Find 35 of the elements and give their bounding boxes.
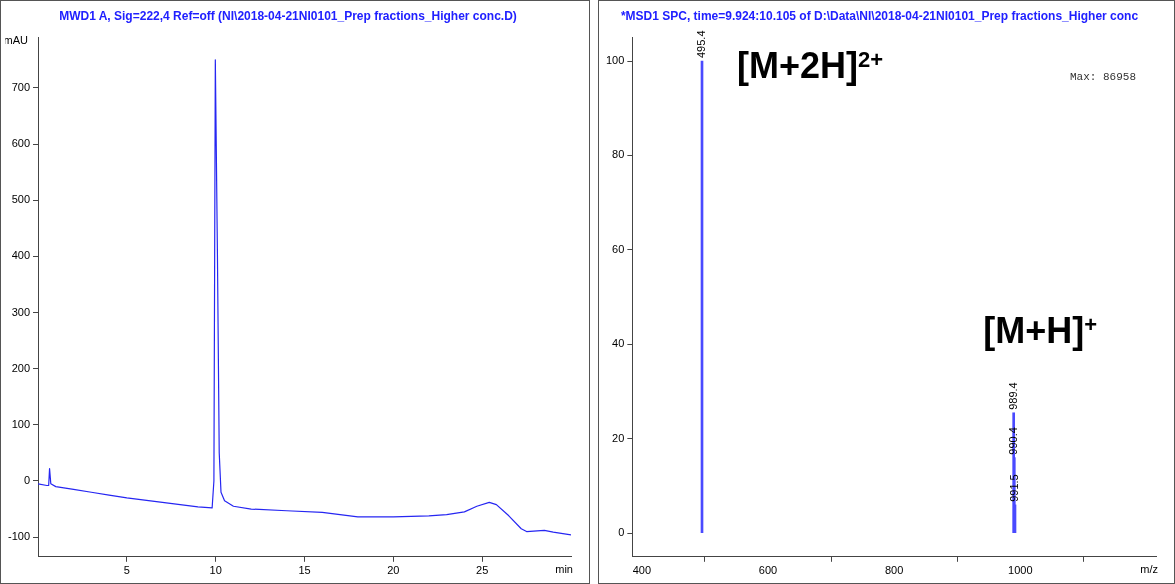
y-tick-label: 100 (605, 54, 625, 67)
chart-title: MWD1 A, Sig=222,4 Ref=off (NI\2018-04-21NI0101_Prep fractions_Higher conc.D) (59, 8, 517, 23)
x-tick-label: 400 (632, 564, 651, 577)
y-tick-label: 300 (11, 305, 31, 318)
y-axis-title: mAU (3, 34, 29, 47)
y-tick-label: 80 (612, 148, 625, 161)
y-tick-label: 100 (11, 417, 31, 430)
annotation: 495.4 (695, 30, 708, 59)
annotation: 989.4 (1006, 382, 1019, 410)
x-axis-title: m/z (1140, 563, 1158, 576)
x-tick-label: 15 (298, 564, 311, 577)
y-tick-label: 500 (11, 193, 31, 206)
annotation: Max: 86958 (1069, 71, 1136, 84)
x-tick-label: 600 (758, 564, 778, 577)
x-axis-title: min (555, 563, 573, 576)
x-tick-label: 1000 (1008, 564, 1033, 577)
y-tick-label: 0 (618, 526, 625, 539)
x-tick-label: 10 (209, 564, 222, 577)
y-tick-label: 700 (11, 80, 31, 93)
y-tick-label: -100 (7, 530, 31, 543)
y-tick-label: 400 (11, 249, 31, 262)
chart-title: *MSD1 SPC, time=9.924:10.105 of D:\Data\NI\2018-04-21NI0101_Prep fractions_Higher conc (620, 8, 1139, 23)
y-tick-label: 20 (612, 431, 625, 444)
y-tick-label: 40 (612, 337, 625, 350)
annotation: [M+H]+ (983, 310, 1098, 352)
y-tick-label: 60 (612, 242, 625, 255)
x-tick-label: 25 (476, 564, 489, 577)
x-tick-label: 5 (123, 564, 130, 577)
x-tick-label: 20 (387, 564, 400, 577)
y-tick-label: 0 (23, 474, 31, 487)
annotation: 990.4 (1007, 427, 1020, 455)
y-tick-label: 600 (11, 137, 31, 150)
annotation: 991.5 (1008, 474, 1021, 502)
x-tick-label: 800 (885, 564, 904, 577)
y-tick-label: 200 (11, 361, 31, 374)
